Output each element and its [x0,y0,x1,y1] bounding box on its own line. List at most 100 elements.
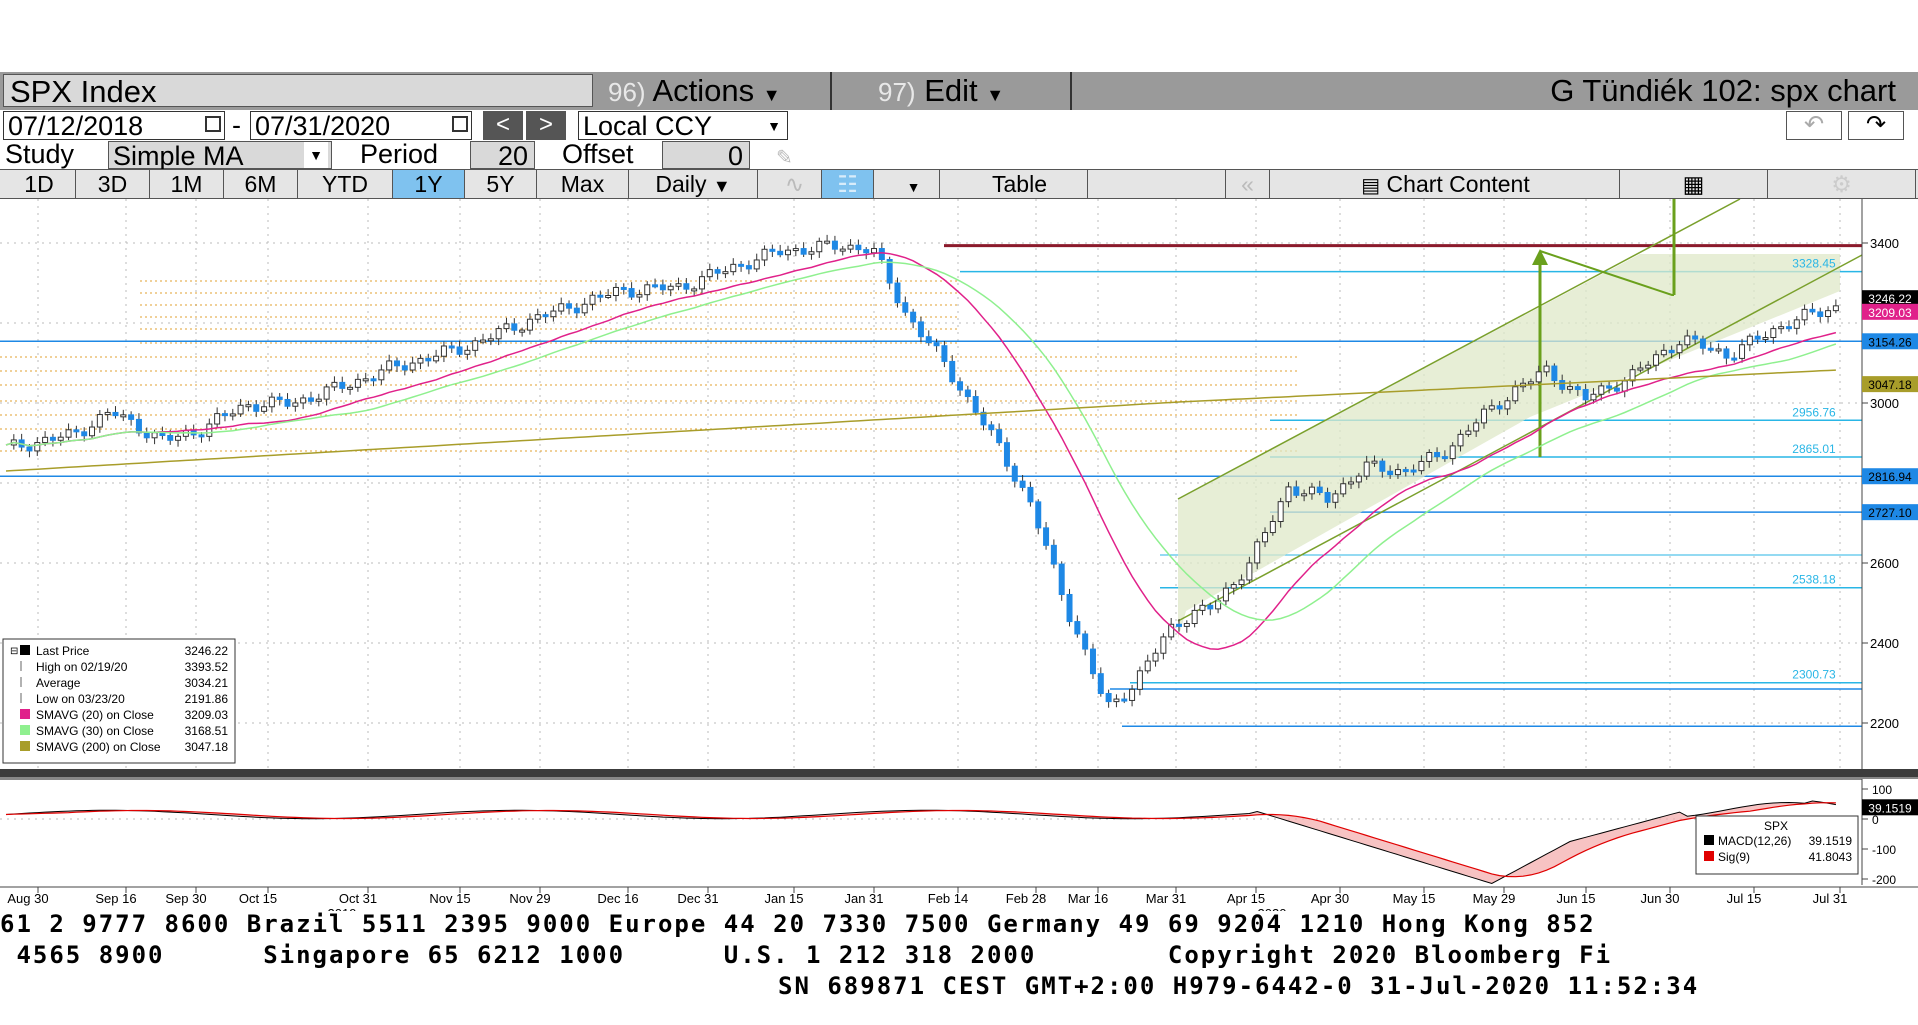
candle-body [1817,311,1824,318]
previous-period-button[interactable]: < [483,111,523,140]
calendar-icon[interactable] [452,116,468,132]
currency-select[interactable]: Local CCY ▼ [578,111,788,140]
candle-body [1762,337,1769,341]
candle-body [581,303,588,314]
date-label: Jul 15 [1727,891,1762,906]
candle-body [1113,698,1120,703]
price-chart[interactable]: 3400 3000 2600 2400 2200 3328.45 2956.76 2865.0… [0,199,1918,911]
macd-value-box [1862,799,1918,816]
candle-body [745,265,752,270]
candle-body [300,397,307,404]
legend-label: Low on 03/23/20 [36,692,125,706]
candle-body [81,431,88,437]
start-date-field[interactable]: 07/12/2018 [3,111,225,140]
undo-button[interactable]: ↶ [1786,111,1842,140]
start-date-value: 07/12/2018 [8,111,144,141]
chart-content-button[interactable]: ▤ Chart Content [1272,170,1620,198]
candle-body [1269,520,1276,534]
date-label: Nov 29 [509,891,550,906]
candle-body [456,346,463,355]
date-label: Feb 28 [1006,891,1046,906]
edit-label: Edit [924,73,978,108]
candle-body [1089,648,1096,675]
candle-body [425,357,432,362]
macd-axis-bg [1862,779,1918,889]
candle-body [957,381,964,391]
legend-label: High on 02/19/20 [36,660,128,674]
tab-max[interactable]: Max [537,170,629,198]
candle-body [644,284,651,296]
chart-type-dropdown[interactable]: ▼ [888,170,940,198]
macd-legend-value: 41.8043 [1809,850,1853,864]
macd-legend-title: SPX [1764,819,1788,833]
candle-body [1801,308,1808,321]
actions-menu[interactable]: 96) Actions ▼ [608,72,781,110]
candle-body [1527,381,1534,385]
candle-body [1825,310,1832,318]
end-date-field[interactable]: 07/31/2020 [250,111,472,140]
chart-title: G Tündiék 102: spx chart [1550,73,1896,108]
tab-3d[interactable]: 3D [76,170,150,198]
frequency-value: Daily [655,171,707,197]
legend-label: Average [36,676,81,690]
study-value: Simple MA [113,141,244,171]
pencil-icon[interactable]: ✎ [776,147,793,169]
candle-body [1254,541,1261,564]
tab-6m[interactable]: 6M [224,170,298,198]
candle-chart-icon[interactable]: ☷ [822,170,874,198]
table-button[interactable]: Table [952,170,1088,198]
candle-body [1238,579,1245,586]
next-period-button[interactable]: > [526,111,566,140]
menu-divider [830,72,832,110]
candle-body [1074,621,1081,635]
candle-body [988,424,995,431]
date-label: Sep 16 [95,891,136,906]
edit-menu[interactable]: 97) Edit ▼ [878,72,1004,110]
security-field[interactable]: SPX Index [3,74,593,108]
double-chevron-left-icon[interactable]: « [1226,170,1270,198]
edit-chart-icon[interactable]: ▦ [1620,170,1768,198]
price-legend-box [2,638,236,764]
date-label: Nov 15 [429,891,470,906]
candle-body [1668,349,1675,354]
candle-body [237,404,244,415]
macd-fill [6,801,1836,884]
gear-icon[interactable]: ⚙ [1768,170,1916,198]
candle-body [871,248,878,254]
period-field[interactable]: 20 [470,141,535,170]
candle-body [1778,326,1785,330]
sma-20-line [5,252,1837,650]
candle-body [245,404,252,408]
candle-body [941,345,948,362]
candle-body [902,302,909,313]
chart-content-icon: ▤ [1361,175,1381,197]
candle-body [1058,563,1065,595]
macd-legend-box [1695,815,1859,875]
candle-body [1793,319,1800,329]
arrow-path [1539,250,1674,296]
frequency-select[interactable]: Daily ▼ [629,170,758,198]
axis-tick-label: 2200 [1870,716,1899,731]
tab-5y[interactable]: 5Y [465,170,537,198]
tab-ytd[interactable]: YTD [298,170,393,198]
tab-1y[interactable]: 1Y [393,170,465,198]
candle-body [769,248,776,252]
candle-body [964,389,971,398]
candle-body [1731,357,1738,361]
tab-1m[interactable]: 1M [150,170,224,198]
signal-line [5,802,1836,878]
line-chart-icon[interactable]: ∿ [768,170,822,198]
macd-axis-label: -100 [1872,843,1896,857]
candle-body [1496,405,1503,410]
study-select[interactable]: Simple MA ▼ [108,141,332,171]
candle-body [738,263,745,267]
date-label: Aug 30 [7,891,48,906]
candle-body [1379,460,1386,472]
tab-1d[interactable]: 1D [3,170,76,198]
redo-button[interactable]: ↷ [1848,111,1904,140]
candle-body [417,357,424,364]
end-date-value: 07/31/2020 [255,111,391,141]
candle-body [894,282,901,304]
offset-field[interactable]: 0 [662,141,750,170]
calendar-icon[interactable] [205,116,221,132]
